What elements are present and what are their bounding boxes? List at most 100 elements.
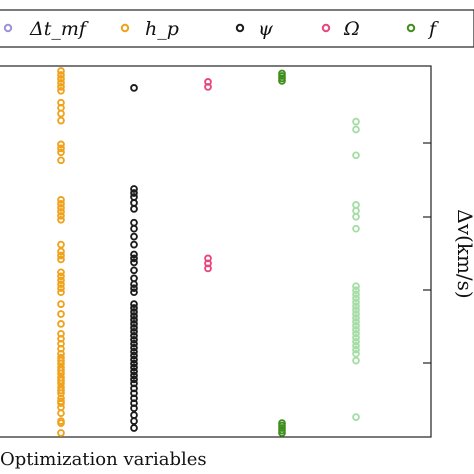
data-point (130, 258, 138, 267)
legend-marker (120, 23, 130, 33)
data-point (130, 375, 138, 384)
data-point (352, 413, 360, 421)
data-point (130, 250, 138, 259)
data-point (57, 276, 65, 285)
data-point (130, 266, 138, 275)
data-point (57, 353, 65, 362)
data-point (57, 204, 65, 212)
data-point (130, 189, 138, 197)
data-point (130, 363, 138, 372)
data-point (57, 75, 65, 83)
legend-label: ψ (258, 18, 274, 40)
legend-label: Δt_mf (29, 18, 89, 40)
data-point (130, 185, 138, 193)
data-point (352, 329, 360, 338)
data-point (352, 286, 360, 295)
data-point (352, 125, 360, 134)
data-point (352, 302, 360, 310)
data-point (130, 411, 138, 419)
data-point (57, 329, 65, 338)
data-point (57, 247, 65, 256)
data-point (352, 298, 360, 306)
data-point (57, 196, 65, 204)
data-point (57, 288, 65, 297)
data-point (352, 345, 360, 354)
data-point (130, 240, 138, 249)
data-point (57, 144, 65, 153)
data-point (57, 156, 65, 165)
data-point (130, 308, 138, 316)
data-point (130, 232, 138, 241)
data-point (130, 193, 138, 201)
data-point (352, 314, 360, 322)
data-point (352, 306, 360, 314)
data-point (130, 274, 138, 283)
data-point (352, 151, 360, 160)
data-point (278, 69, 286, 78)
data-point (130, 424, 138, 432)
data-point (57, 251, 65, 260)
data-point (57, 356, 65, 365)
data-point (130, 359, 138, 368)
data-point (130, 316, 138, 324)
data-point (57, 417, 65, 425)
data-point (352, 201, 360, 209)
data-point (57, 211, 65, 220)
data-point (130, 324, 138, 332)
legend-marker (321, 23, 331, 33)
data-point (57, 140, 65, 149)
data-point (130, 254, 138, 263)
data-point (130, 300, 138, 308)
data-point (352, 356, 360, 365)
data-point (352, 310, 360, 318)
data-point (130, 218, 138, 227)
legend-marker (406, 23, 416, 33)
data-point (204, 254, 212, 263)
data-point (130, 351, 138, 360)
data-point (352, 326, 360, 334)
data-point (57, 86, 65, 95)
data-point (57, 83, 65, 91)
data-point (130, 304, 138, 312)
data-point (130, 84, 138, 92)
data-point (57, 376, 65, 385)
x-axis-label: Optimization variables (0, 449, 207, 470)
data-point (130, 312, 138, 320)
data-point (352, 341, 360, 350)
data-point (130, 343, 138, 352)
data-point (57, 383, 65, 392)
data-point (57, 268, 65, 277)
data-point (278, 419, 286, 427)
data-point (57, 79, 65, 87)
data-point (57, 240, 65, 249)
data-point (130, 335, 138, 344)
data-point (57, 71, 65, 79)
data-point (352, 318, 360, 326)
y-ticks (423, 142, 431, 364)
data-point (130, 284, 138, 293)
legend-marker (3, 23, 13, 33)
legend-label: Ω (343, 18, 360, 40)
data-point (352, 294, 360, 302)
data-point (352, 224, 360, 233)
data-point (130, 331, 138, 340)
data-point (57, 280, 65, 289)
data-point (57, 98, 65, 107)
data-point (57, 207, 65, 216)
data-point (204, 78, 212, 86)
data-point (352, 282, 360, 291)
data-point (57, 366, 65, 375)
legend-label: f (427, 18, 439, 40)
data-point (57, 67, 65, 75)
data-point (352, 337, 360, 346)
data-point (130, 355, 138, 364)
data-point (57, 284, 65, 293)
data-point (57, 148, 65, 157)
legend-label: h_p (145, 18, 179, 40)
data-point (130, 347, 138, 356)
legend-marker (235, 23, 245, 33)
data-point (352, 117, 360, 126)
data-point (130, 371, 138, 380)
